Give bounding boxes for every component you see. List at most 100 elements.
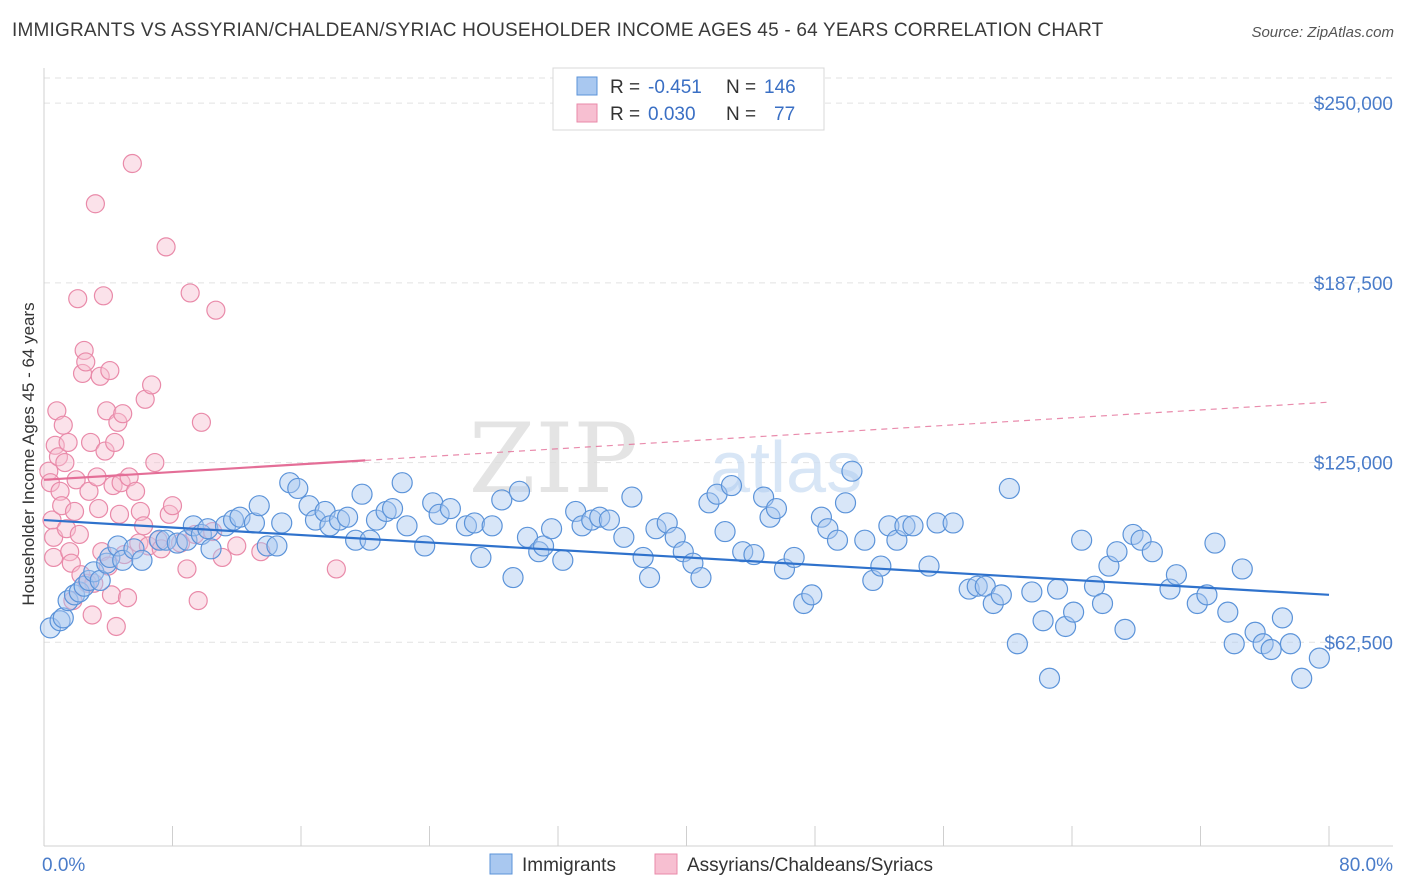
trendline-assyrians-dashed	[365, 401, 1330, 462]
point-immigrants-97	[854, 529, 876, 551]
point-immigrants-140	[1271, 607, 1294, 629]
legend-r-value-2: 0.030	[648, 104, 696, 125]
legend-r-label-1: R =	[610, 77, 640, 98]
point-immigrants-92	[810, 506, 833, 528]
point-immigrants-50	[428, 503, 450, 525]
point-immigrants-48	[414, 535, 436, 557]
point-immigrants-10	[96, 552, 118, 574]
chart-title: IMMIGRANTS VS ASSYRIAN/CHALDEAN/SYRIAC H…	[12, 20, 1104, 41]
point-immigrants-40	[345, 529, 367, 551]
point-assyrians-50	[119, 467, 139, 487]
point-immigrants-1	[49, 610, 71, 632]
point-immigrants-94	[826, 529, 849, 551]
point-immigrants-128	[1141, 541, 1163, 563]
point-immigrants-56	[491, 489, 513, 511]
point-immigrants-23	[200, 538, 222, 560]
point-immigrants-13	[112, 549, 134, 571]
point-immigrants-57	[502, 566, 524, 589]
point-immigrants-82	[720, 474, 743, 497]
point-immigrants-81	[714, 520, 736, 543]
point-immigrants-14	[123, 538, 145, 560]
point-assyrians-58	[142, 375, 162, 395]
point-immigrants-30	[266, 535, 288, 557]
point-assyrians-52	[125, 481, 146, 501]
point-immigrants-114	[1021, 581, 1043, 603]
series-immigrants-points	[39, 460, 1330, 689]
x-tick-label-1: 80.0%	[1339, 855, 1393, 876]
legend-n-value-2: 77	[774, 104, 795, 125]
point-immigrants-15	[131, 549, 153, 571]
point-assyrians-13	[58, 432, 78, 453]
y-tick-label-1: $125,000	[1314, 454, 1393, 475]
point-immigrants-54	[470, 546, 492, 569]
point-immigrants-130	[1165, 564, 1188, 586]
point-immigrants-47	[396, 515, 418, 537]
point-immigrants-127	[1130, 529, 1152, 551]
point-immigrants-28	[248, 495, 270, 517]
point-assyrians-43	[106, 616, 126, 637]
point-immigrants-11	[99, 546, 121, 569]
point-immigrants-122	[1091, 592, 1114, 615]
y-tick-labels: $62,500 $125,000 $187,500 $250,000	[1314, 94, 1393, 654]
point-immigrants-134	[1217, 601, 1239, 623]
point-immigrants-2	[52, 607, 74, 629]
point-immigrants-79	[698, 492, 720, 514]
point-immigrants-141	[1279, 633, 1302, 655]
gridlines	[44, 77, 1393, 643]
watermark-zip: ZIP	[469, 403, 638, 515]
point-assyrians-56	[135, 389, 155, 409]
point-immigrants-132	[1196, 584, 1218, 606]
point-immigrants-8	[83, 561, 105, 583]
point-immigrants-119	[1063, 601, 1085, 623]
point-assyrians-59	[145, 452, 165, 473]
point-immigrants-70	[621, 486, 643, 508]
point-immigrants-112	[998, 477, 1020, 500]
point-assyrians-39	[100, 360, 120, 381]
point-immigrants-3	[57, 589, 79, 612]
point-immigrants-99	[870, 555, 892, 577]
point-immigrants-62	[540, 518, 563, 540]
point-assyrians-30	[85, 194, 106, 214]
point-immigrants-106	[942, 512, 964, 534]
point-assyrians-42	[105, 432, 125, 453]
point-immigrants-55	[481, 515, 503, 537]
point-immigrants-52	[455, 515, 478, 537]
y-tick-label-2: $187,500	[1314, 274, 1393, 295]
watermark: ZIP atlas	[469, 403, 862, 515]
point-immigrants-51	[439, 497, 461, 520]
legend-box: R = -0.451 N = 146 R = 0.030 N = 77	[552, 67, 825, 131]
point-immigrants-96	[841, 460, 863, 482]
point-assyrians-62	[156, 237, 176, 257]
legend-swatch-assyrians	[576, 103, 598, 123]
point-immigrants-84	[743, 543, 765, 566]
series-assyrians-points	[39, 153, 346, 637]
point-immigrants-115	[1032, 610, 1054, 632]
point-immigrants-91	[801, 584, 823, 606]
point-immigrants-86	[759, 506, 781, 528]
point-immigrants-135	[1223, 633, 1245, 655]
bottom-legend-swatch-assyrians	[654, 853, 678, 875]
point-assyrians-4	[44, 547, 64, 568]
point-immigrants-41	[351, 483, 373, 505]
chart-source: Source: ZipAtlas.com	[1251, 24, 1394, 41]
point-assyrians-24	[76, 352, 96, 372]
point-immigrants-12	[107, 535, 129, 557]
point-immigrants-103	[902, 515, 924, 537]
point-assyrians-11	[55, 452, 75, 473]
point-immigrants-69	[613, 526, 635, 548]
bottom-legend-immigrants: Immigrants	[522, 855, 616, 876]
point-immigrants-73	[645, 518, 667, 540]
point-immigrants-133	[1204, 532, 1226, 554]
point-immigrants-66	[581, 509, 603, 531]
legend-swatch-immigrants	[576, 76, 598, 96]
point-assyrians-54	[130, 501, 150, 522]
point-immigrants-72	[638, 566, 661, 589]
point-immigrants-104	[918, 555, 940, 577]
point-assyrians-72	[206, 300, 226, 320]
point-immigrants-68	[598, 509, 621, 531]
point-assyrians-35	[93, 286, 114, 306]
point-assyrians-37	[97, 401, 117, 421]
point-assyrians-64	[162, 496, 183, 516]
point-assyrians-40	[101, 585, 122, 605]
